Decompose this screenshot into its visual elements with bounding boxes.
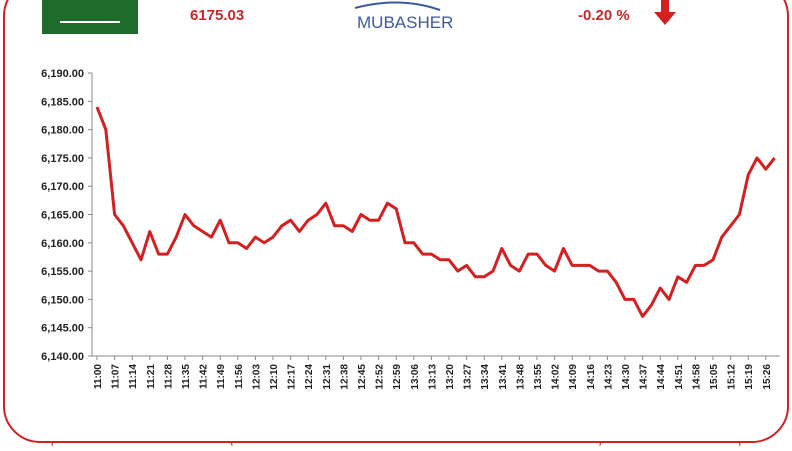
x-tick-label: 11:21	[146, 364, 157, 389]
x-tick-label: 13:20	[445, 364, 456, 390]
index-value: 6175.03	[190, 7, 244, 24]
x-tick-label: 11:07	[111, 364, 122, 389]
change: -0.20 %	[578, 7, 630, 24]
brand: MUBASHER	[357, 13, 453, 32]
x-tick-label: 13:55	[533, 364, 544, 390]
x-tick-label: 11:14	[128, 364, 139, 389]
y-tick-label: 6,155.00	[41, 266, 84, 278]
logo-mark	[354, 1, 441, 11]
x-tick-label: 13:48	[515, 364, 526, 390]
x-tick-label: 12:17	[287, 364, 298, 390]
y-tick-label: 6,175.00	[41, 153, 84, 165]
y-tick-label: 6,185.00	[41, 96, 84, 108]
x-tick-label: 13:13	[427, 364, 438, 390]
x-tick-label: 15:19	[744, 364, 755, 390]
y-tick-label: 6,165.00	[41, 210, 84, 222]
x-tick-label: 14:16	[586, 364, 597, 390]
x-tick-label: 14:30	[621, 364, 632, 390]
x-tick-label: 11:00	[93, 364, 104, 389]
y-tick-label: 6,180.00	[41, 125, 84, 137]
x-tick-label: 12:10	[269, 364, 280, 390]
y-tick-label: 6,145.00	[41, 323, 84, 335]
x-tick-label: 15:12	[727, 364, 738, 390]
x-tick-label: 12:45	[357, 364, 368, 390]
x-tick-label: 13:27	[463, 364, 474, 390]
x-tick-label: 14:37	[639, 364, 650, 390]
x-tick-label: 12:38	[339, 364, 350, 390]
x-tick-label: 11:56	[234, 364, 245, 389]
x-tick-label: 13:06	[410, 364, 421, 390]
x-tick-label: 11:42	[199, 364, 210, 389]
x-tick-label: 15:26	[762, 364, 773, 390]
x-tick-label: 12:31	[322, 364, 333, 390]
y-tick-label: 6,150.00	[41, 294, 84, 306]
x-tick-label: 14:58	[691, 364, 702, 390]
x-tick-label: 14:23	[603, 364, 614, 390]
x-tick-label: 11:35	[181, 364, 192, 389]
x-tick-label: 14:09	[568, 364, 579, 390]
flag	[42, 0, 138, 34]
x-tick-label: 14:51	[674, 364, 685, 390]
x-tick-label: 12:52	[375, 364, 386, 390]
x-tick-label: 12:24	[304, 364, 315, 390]
price-line	[95, 106, 776, 318]
y-tick-label: 6,140.00	[41, 351, 84, 363]
y-tick-label: 6,190.00	[41, 68, 84, 80]
frame	[3, 0, 789, 443]
down-arrow	[654, 0, 676, 25]
x-tick-label: 14:02	[551, 364, 562, 390]
x-tick-label: 12:03	[251, 364, 262, 390]
x-tick-label: 15:05	[709, 364, 720, 390]
x-tick-label: 13:34	[480, 364, 491, 390]
x-tick-label: 11:28	[163, 364, 174, 389]
x-tick-label: 12:59	[392, 364, 403, 390]
x-tick-label: 11:49	[216, 364, 227, 389]
x-tick-label: 14:44	[656, 364, 667, 390]
x-tick-label: 13:41	[498, 364, 509, 390]
y-tick-label: 6,170.00	[41, 181, 84, 193]
y-tick-label: 6,160.00	[41, 238, 84, 250]
